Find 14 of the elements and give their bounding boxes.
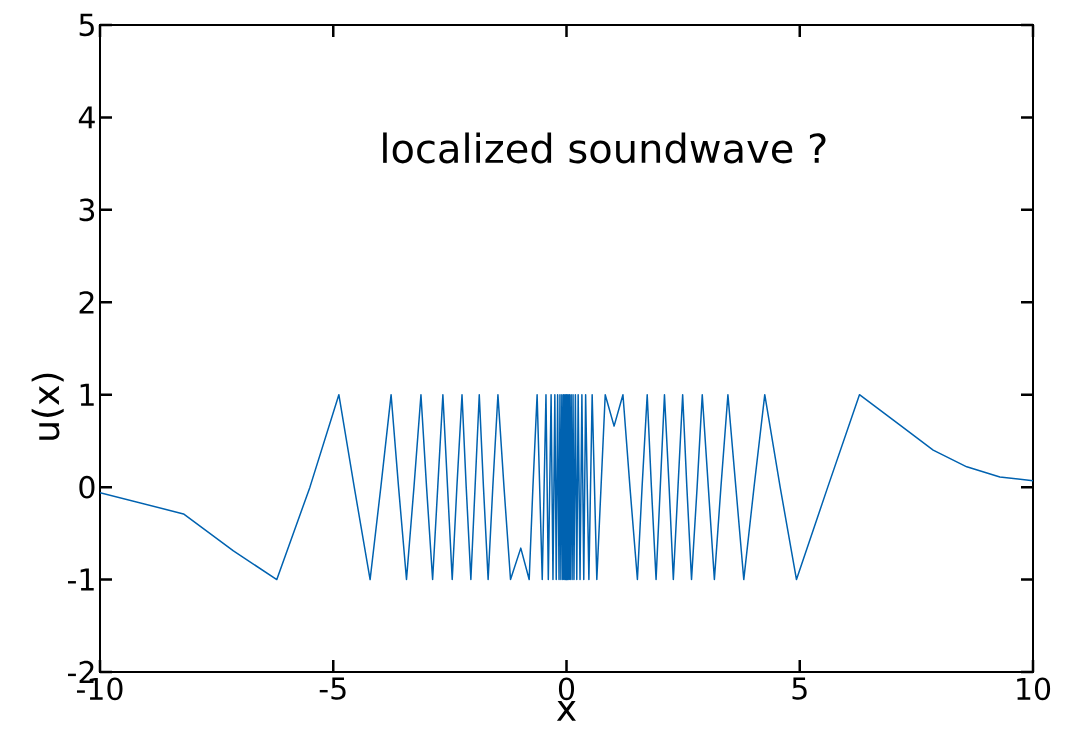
y-tick-label: 5	[79, 13, 94, 37]
x-tick-label: 0	[558, 677, 575, 701]
y-axis-title: u(x)	[31, 373, 64, 440]
y-tick-label: 0	[79, 475, 95, 499]
x-axis-title: x	[556, 701, 576, 721]
annotation: localized soundwave ?	[383, 132, 826, 164]
y-tick-label: 3	[79, 198, 95, 222]
x-tick-label: -5	[319, 677, 346, 700]
y-tick-label: 4	[78, 106, 95, 129]
x-tick-label: 5	[792, 677, 807, 700]
x-tick-label: 10	[1017, 677, 1051, 701]
y-tick-label: 1	[80, 383, 94, 406]
y-tick-label: 2	[79, 291, 94, 314]
y-tick-label: -1	[68, 568, 94, 591]
